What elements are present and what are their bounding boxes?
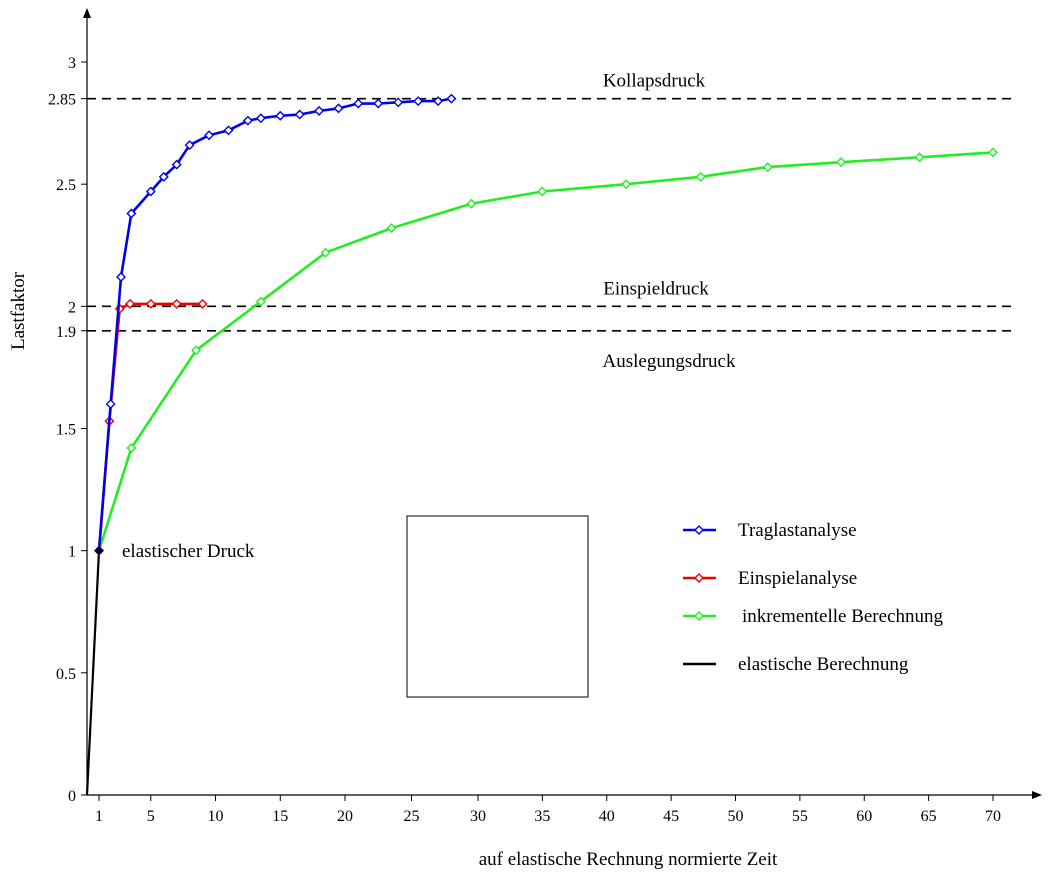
- y-tick-label: 1.5: [56, 422, 76, 439]
- annotation-elastischer-druck: elastischer Druck: [122, 541, 255, 562]
- data-point: [386, 223, 397, 234]
- data-point: [158, 171, 169, 182]
- data-point: [125, 298, 136, 309]
- x-tick-label: 20: [337, 808, 353, 825]
- data-point: [197, 298, 208, 309]
- data-point: [116, 272, 127, 283]
- x-tick-label: 65: [921, 808, 937, 825]
- data-point: [988, 147, 998, 158]
- y-tick-label: 0.5: [56, 666, 76, 683]
- data-point: [694, 573, 704, 583]
- data-point: [836, 157, 847, 168]
- data-point: [204, 130, 215, 141]
- data-point: [353, 98, 364, 109]
- y-tick-label: 2.5: [56, 177, 76, 194]
- data-point: [255, 113, 266, 124]
- data-point: [145, 298, 156, 309]
- x-tick-label: 25: [404, 808, 420, 825]
- x-tick-label: 60: [856, 808, 872, 825]
- data-point: [255, 296, 266, 307]
- series-line: [85, 550, 101, 796]
- x-tick-label: 55: [792, 808, 808, 825]
- x-tick-label: 50: [728, 808, 744, 825]
- data-point: [373, 98, 384, 109]
- y-tick-label: 1: [68, 544, 76, 561]
- data-point: [694, 611, 704, 621]
- legend-label: inkrementelle Berechnung: [742, 606, 944, 627]
- series-traglast: [94, 93, 457, 556]
- y-axis-arrow: [83, 8, 91, 18]
- reference-lines: Kollapsdruck Einspieldruck Auslegungsdruck: [87, 71, 1015, 372]
- data-point: [191, 345, 202, 356]
- data-point: [914, 152, 925, 163]
- y-tick-label: 3: [68, 55, 76, 72]
- x-tick-label: 1: [95, 808, 103, 825]
- data-point: [320, 247, 331, 258]
- series-layer: [85, 93, 998, 796]
- reference-line-label: Auslegungsdruck: [603, 351, 736, 372]
- x-tick-label: 5: [147, 808, 155, 825]
- data-point: [413, 96, 424, 107]
- data-point: [314, 105, 325, 116]
- data-point: [126, 208, 137, 219]
- series-inkrementell: [94, 147, 998, 556]
- x-tick-label: 70: [985, 808, 1001, 825]
- reference-line-label: Kollapsdruck: [603, 71, 706, 92]
- legend: Traglastanalyse Einspielanalyse inkremente…: [683, 520, 944, 675]
- data-point: [223, 125, 234, 136]
- legend-label: Einspielanalyse: [738, 568, 857, 589]
- data-point: [694, 525, 704, 535]
- data-point: [275, 110, 286, 121]
- data-point: [466, 198, 477, 209]
- data-point: [762, 162, 773, 173]
- series-line: [97, 97, 452, 551]
- x-axis-arrow: [1032, 791, 1042, 799]
- series-einspiel: [94, 298, 208, 556]
- y-tick-label: 0: [68, 788, 76, 805]
- data-point: [294, 109, 305, 120]
- data-point: [446, 93, 457, 104]
- data-point: [433, 96, 444, 107]
- data-point: [184, 140, 195, 151]
- y-axis-title: Lastfaktor: [8, 271, 29, 350]
- data-point: [393, 97, 404, 108]
- data-point: [621, 179, 632, 190]
- elastic-point: [95, 547, 103, 554]
- empty-inset-box: [406, 515, 589, 698]
- data-point: [537, 186, 548, 197]
- series-elastisch: [85, 550, 101, 796]
- legend-label: elastische Berechnung: [738, 654, 909, 675]
- data-point: [105, 399, 116, 410]
- data-point: [333, 103, 344, 114]
- x-axis-title: auf elastische Rechnung normierte Zeit: [479, 849, 778, 870]
- x-tick-label: 30: [470, 808, 486, 825]
- x-tick-label: 40: [599, 808, 615, 825]
- data-point: [695, 171, 706, 182]
- x-tick-label: 35: [534, 808, 550, 825]
- y-tick-label: 2: [68, 299, 76, 316]
- data-point: [126, 443, 137, 454]
- reference-line-label: Einspieldruck: [603, 278, 709, 299]
- data-point: [242, 115, 253, 126]
- data-point: [171, 159, 182, 170]
- data-point: [171, 298, 182, 309]
- y-tick-label: 2.85: [48, 92, 76, 109]
- y-tick-label: 1.9: [56, 324, 76, 341]
- x-tick-label: 10: [208, 808, 224, 825]
- x-tick-label: 15: [272, 808, 288, 825]
- legend-label: Traglastanalyse: [738, 520, 857, 541]
- series-line: [97, 151, 994, 552]
- x-tick-label: 45: [663, 808, 679, 825]
- data-point: [145, 186, 156, 197]
